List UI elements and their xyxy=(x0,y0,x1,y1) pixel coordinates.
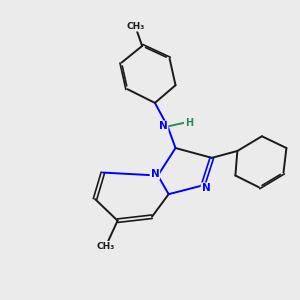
Text: N: N xyxy=(202,183,210,193)
Text: CH₃: CH₃ xyxy=(126,22,144,31)
Text: CH₃: CH₃ xyxy=(97,242,115,251)
Text: N: N xyxy=(151,169,159,179)
Text: N: N xyxy=(159,122,168,131)
Text: H: H xyxy=(185,118,193,128)
